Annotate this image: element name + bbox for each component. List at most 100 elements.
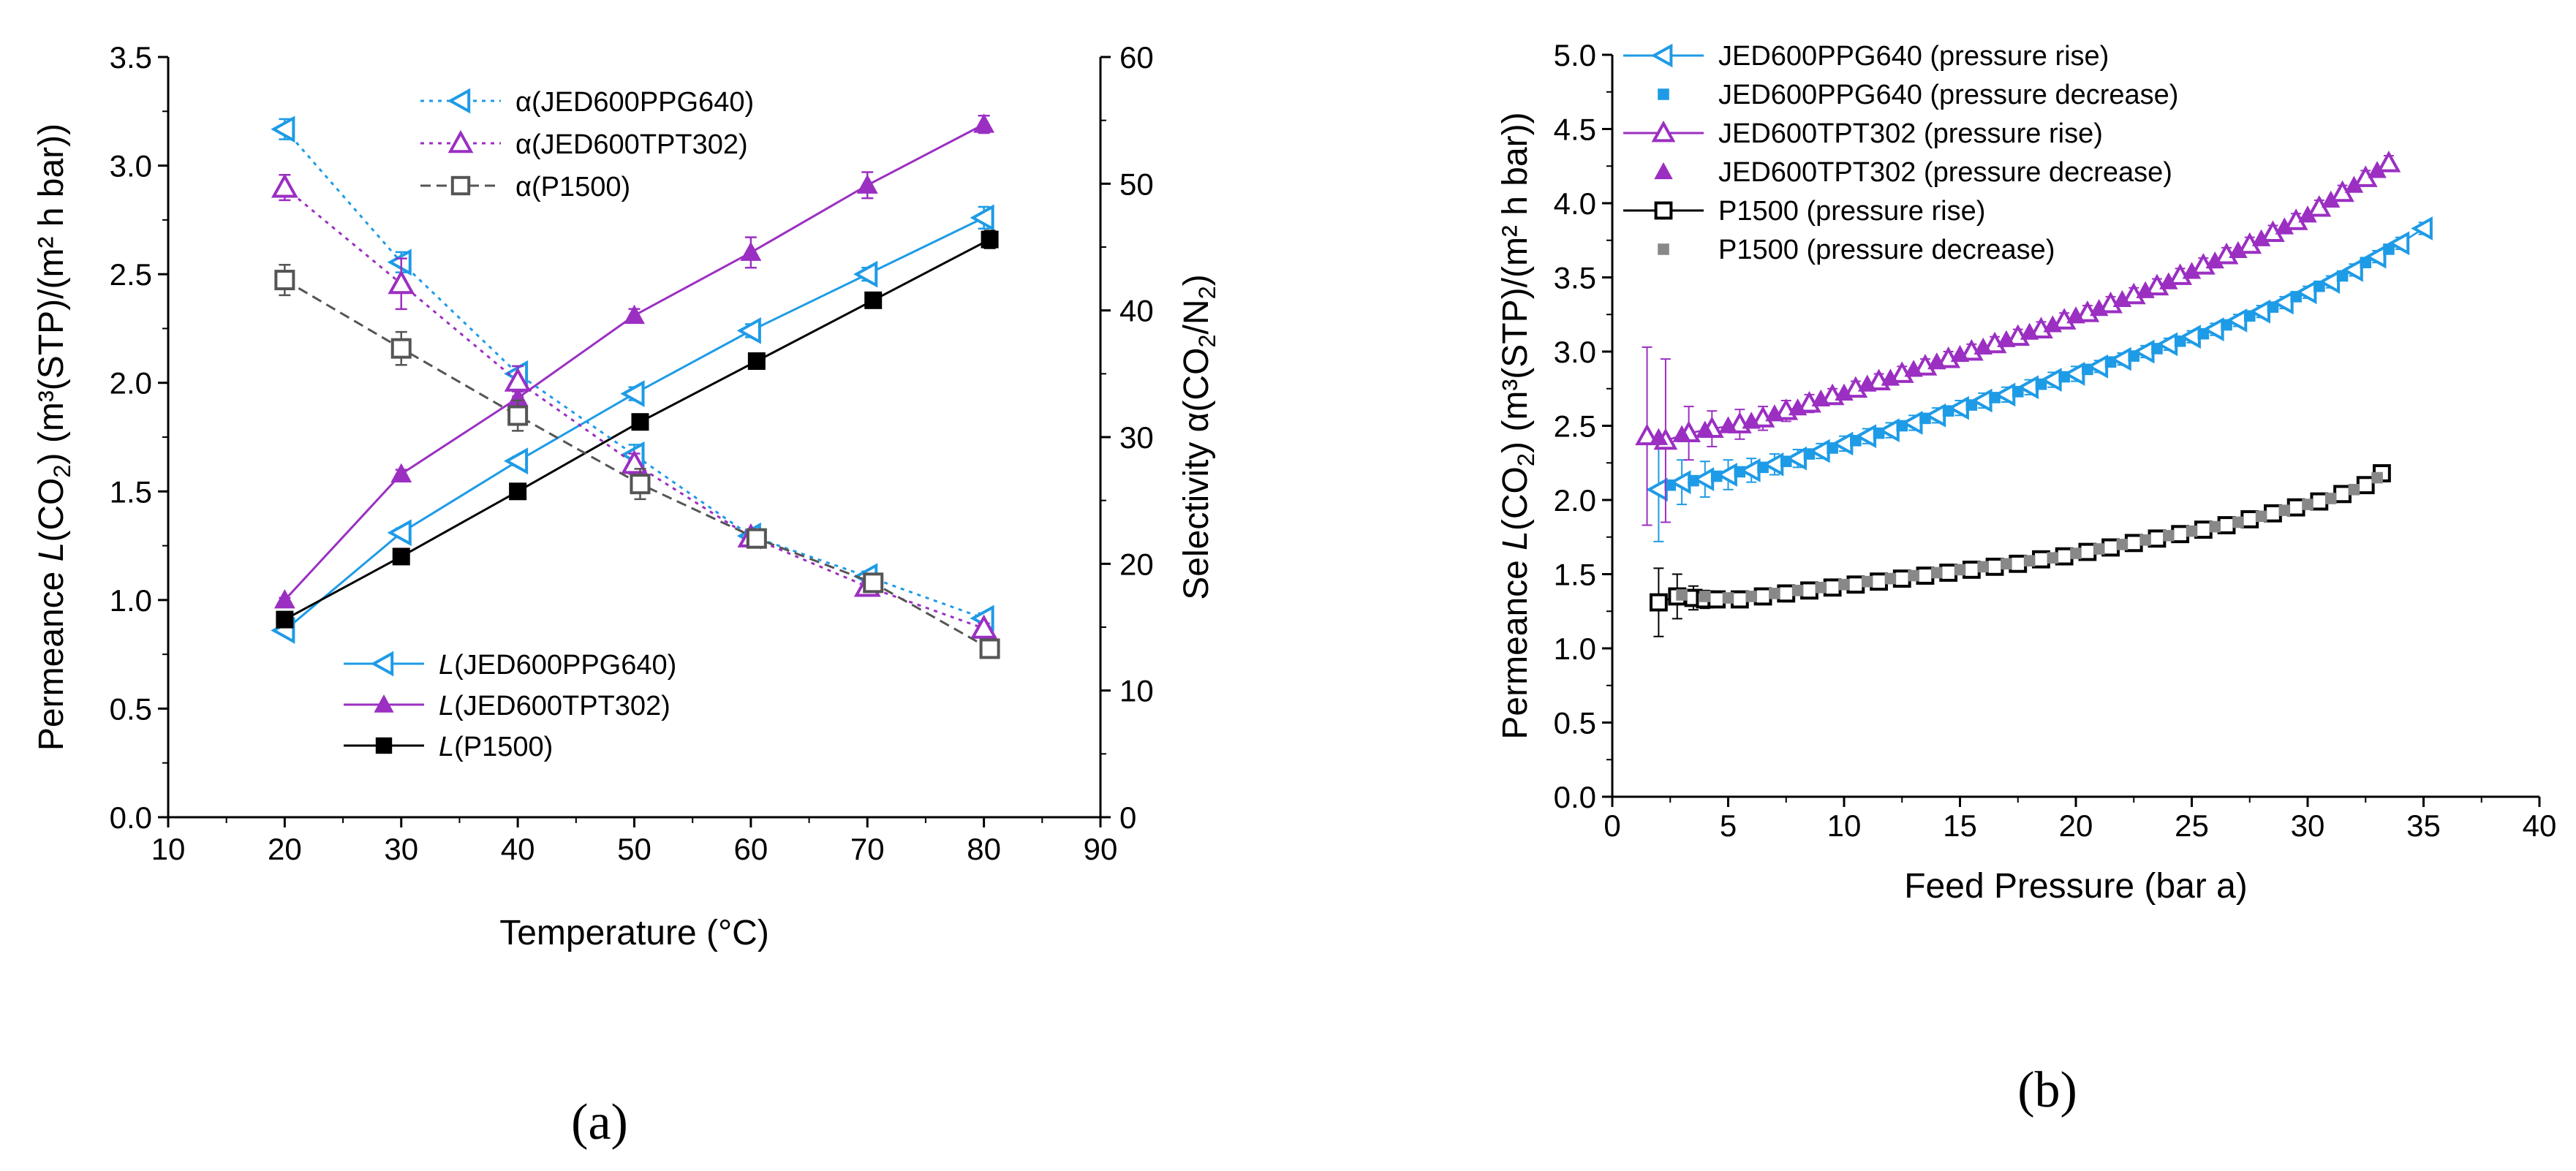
data-point [2182,262,2202,279]
data-point [2272,290,2294,315]
data-point [856,174,878,194]
legend-marker [447,129,474,154]
data-point [1989,392,2001,403]
legend-marker [1658,243,1669,255]
data-point [2321,190,2341,208]
data-point [2104,356,2117,368]
data-point [2294,280,2317,305]
panel-b-legend: JED600PPG640 (pressure rise) JED600PPG640… [1623,41,2178,265]
data-point [1815,581,1827,594]
panel-b-x-tick-label: 0 [1604,808,1620,843]
legend-item-l-p1500: L(P1500) [344,732,553,762]
data-point [2066,306,2085,324]
legend-marker [1651,120,1676,143]
legend-marker [447,88,471,114]
data-point [2197,327,2210,340]
data-point [1788,398,1808,416]
data-point [1881,368,1900,386]
data-point [2232,516,2244,528]
data-point [2009,554,2028,573]
data-point [2243,310,2256,322]
legend-label: L(P1500) [439,732,553,762]
legend-label: JED600TPT302 (pressure rise) [1718,118,2103,149]
panel-b-y-axis-label: Permeance L(CO2) (m³(STP)/(m² h bar)) [1496,112,1539,739]
data-point [509,482,527,501]
data-point [970,204,994,232]
panel-a-right-y-tick-label: 20 [1119,547,1154,581]
data-point [1931,566,1943,579]
panel-a-right-y-tick-label: 10 [1119,674,1154,708]
data-point [746,528,767,549]
legend-item-jed600ppg640-pressure-decrease: JED600PPG640 (pressure decrease) [1658,80,2178,110]
data-point [1722,592,1734,604]
series-p1500-pressure-rise [1650,464,2391,637]
data-point [2012,386,2024,398]
series-line-jed600ppg640 [284,128,985,620]
legend-label: L(JED600TPT302) [439,691,671,721]
series-line-p1500-pressure-rise [1658,472,2383,604]
data-point [1791,585,1804,596]
panel-a-right-y-tick-label: 40 [1119,294,1154,328]
data-point [387,249,412,276]
data-point [1664,479,1677,491]
legend-item-l-jed600ppg640: L(JED600PPG640) [344,650,676,681]
data-point [2101,538,2120,557]
data-point [2194,520,2213,539]
panel-a-left-y-tick-label: 3.0 [110,149,152,183]
panel-b-label: (b) [2017,1062,2077,1118]
panel-b-y-tick-label: 5.0 [1554,38,1596,72]
panel-a-x-axis-label: Temperature (°C) [499,914,769,952]
legend-marker [375,737,393,754]
series-jed600ppg640 [271,115,994,632]
data-point [1730,590,1749,609]
data-point [504,367,532,392]
data-point [740,241,762,261]
data-point [1646,477,1668,502]
legend-label: JED600PPG640 (pressure decrease) [1718,80,2178,110]
legend-item-p1500: α(P1500) [420,172,630,202]
data-point [2255,510,2267,523]
legend-label: α(JED600TPT302) [515,129,748,160]
panel-a-x-tick-label: 50 [617,832,651,866]
data-point [1997,330,2016,347]
data-point [1916,566,1935,585]
data-point [507,405,529,426]
data-point [2341,257,2363,282]
panel-b-y-tick-label: 3.0 [1554,335,1596,369]
data-point [1873,427,1885,439]
data-point [621,450,648,474]
data-point [2047,552,2059,564]
panel-a-x-tick-label: 90 [1084,832,1118,866]
data-point [2387,231,2410,256]
data-point [1919,412,1931,425]
data-point [1942,405,1954,417]
data-point [2411,216,2433,240]
data-point [2093,543,2105,555]
panel-b-x-tick-label: 10 [1827,808,1862,843]
legend-label: α(P1500) [515,172,630,202]
data-point [1696,420,1715,438]
legend-item-jed600tpt302-pressure-rise: JED600TPT302 (pressure rise) [1623,118,2103,149]
data-point [2032,550,2050,569]
data-point [1904,360,1923,377]
series-line-jed600ppg640-pressure-rise [1658,227,2425,490]
data-point [2364,244,2387,269]
panel-a-left-y-tick-label: 2.0 [110,366,152,401]
series-l-jed600tpt302 [273,113,995,609]
legend-marker [1658,88,1669,100]
data-point [1635,423,1659,446]
legend-marker [370,651,394,677]
data-point [1896,420,1908,432]
data-point [2371,471,2383,484]
panel-a-left-y-axis-label: Permeance L(CO2) (m³(STP)/(m² h bar)) [32,124,75,751]
panel-a-right-y-tick-label: 0 [1119,800,1136,835]
legend-item-p1500-pressure-rise: P1500 (pressure rise) [1623,196,1985,227]
data-point [864,291,883,309]
data-point [1742,412,1761,429]
data-point [2089,299,2109,317]
data-point [2275,217,2294,235]
panel-b-x-axis-label: Feed Pressure (bar a) [1904,867,2248,906]
data-point [1977,561,1989,573]
data-point [1718,416,1738,433]
